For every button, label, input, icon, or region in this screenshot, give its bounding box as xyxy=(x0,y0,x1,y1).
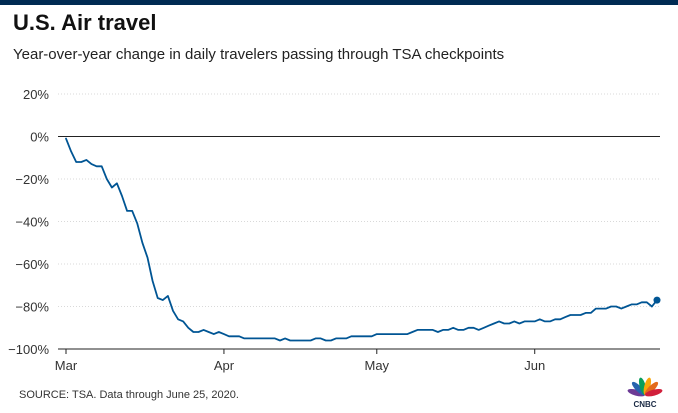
y-tick-label: −20% xyxy=(15,172,49,187)
cnbc-peacock-logo: CNBC xyxy=(627,377,663,409)
series-end-point xyxy=(653,296,661,304)
y-tick-label: −80% xyxy=(15,300,49,315)
series-line xyxy=(65,137,658,342)
x-tick-label: Mar xyxy=(55,358,78,373)
y-tick-label: −100% xyxy=(8,342,49,357)
peacock-feathers-icon xyxy=(627,377,663,397)
y-tick-label: 20% xyxy=(23,87,49,102)
x-tick-label: Apr xyxy=(214,358,235,373)
y-tick-label: 0% xyxy=(30,130,49,145)
y-tick-label: −60% xyxy=(15,257,49,272)
chart-title: U.S. Air travel xyxy=(13,10,157,35)
feather-shape xyxy=(627,388,646,397)
feather-shape xyxy=(643,377,652,396)
series-layer xyxy=(65,137,661,342)
feather-shape xyxy=(644,388,663,397)
x-tick-label: Jun xyxy=(524,358,545,373)
x-tick-label: May xyxy=(365,358,390,373)
y-axis-tick-labels: 20% 0% −20% −40% −60% −80% −100% xyxy=(8,87,49,357)
cnbc-logo-text: CNBC xyxy=(633,400,656,409)
gridlines xyxy=(58,93,660,350)
x-axis-ticks: Mar Apr May Jun xyxy=(55,349,545,373)
chart-subtitle: Year-over-year change in daily travelers… xyxy=(13,46,505,63)
top-accent-bar xyxy=(0,0,678,5)
source-note: SOURCE: TSA. Data through June 25, 2020. xyxy=(19,389,239,401)
y-tick-label: −40% xyxy=(15,215,49,230)
